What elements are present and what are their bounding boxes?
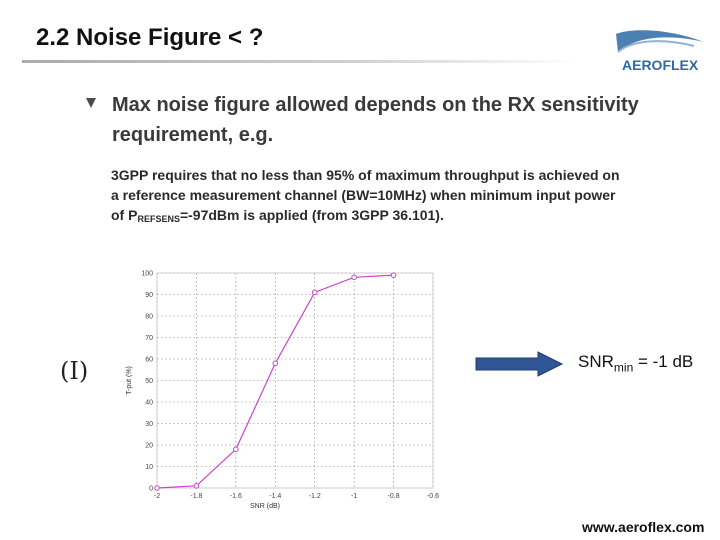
- chart-y-tick-label: 90: [145, 292, 153, 299]
- chart-ticks: -2 -1.8 -1.6 -1.4 -1.2 -1 -0.8 -0.6 0 10 20 30 40 50 6…: [141, 271, 439, 501]
- chart-data-point: [233, 446, 239, 453]
- chart-grid: [156, 272, 434, 489]
- chart-data-point: [351, 274, 357, 281]
- chart-y-tick-label: 80: [145, 314, 153, 321]
- arrow-shape: [475, 351, 564, 377]
- bullet-text: Max noise figure allowed depends on the …: [112, 94, 639, 146]
- chart-x-tick-label: -1.2: [309, 493, 321, 500]
- chart-y-tick-label: 20: [145, 443, 153, 450]
- body-paragraph: 3GPP requires that no less than 95% of m…: [111, 165, 631, 229]
- chart-data-point: [311, 289, 318, 296]
- logo-swoosh-inner: [617, 40, 695, 53]
- chart-x-axis-label: SNR (dB): [250, 503, 280, 510]
- right-arrow-icon: [475, 351, 564, 377]
- chart-x-tick-label: -2: [154, 493, 160, 500]
- throughput-chart: -2 -1.8 -1.6 -1.4 -1.2 -1 -0.8 -0.6 0 10 20 30 40 50 6…: [126, 271, 439, 511]
- logo-swoosh: [616, 30, 704, 52]
- chart-y-axis-label: T-put (%): [126, 366, 133, 395]
- snr-result: SNRmin = -1 dB: [578, 352, 693, 374]
- chart-series: [154, 272, 397, 491]
- chart-x-tick-label: -0.6: [427, 493, 439, 500]
- chart-y-tick-label: 40: [145, 400, 153, 407]
- chart-y-tick-label: 60: [145, 357, 153, 364]
- chart-y-tick-label: 50: [145, 378, 153, 385]
- chart-y-tick-label: 0: [149, 486, 153, 493]
- footer-url[interactable]: www.aeroflex.com: [582, 519, 705, 535]
- chart-x-tick-label: -1.6: [230, 493, 242, 500]
- triangle-bullet-icon: [86, 98, 96, 108]
- logo-text: AEROFLEX: [622, 57, 699, 73]
- title-divider: [22, 60, 582, 63]
- chart-x-tick-label: -1.4: [269, 493, 281, 500]
- chart-x-tick-label: -0.8: [388, 493, 400, 500]
- body-subscript: REFSENS: [137, 214, 180, 224]
- snr-suffix: = -1 dB: [633, 352, 694, 371]
- chart-data-point: [154, 485, 160, 491]
- snr-prefix: SNR: [578, 352, 614, 371]
- body-text-after: =-97dBm is applied (from 3GPP 36.101).: [179, 207, 444, 223]
- chart-y-tick-label: 70: [145, 335, 153, 342]
- chart-y-tick-label: 30: [145, 421, 153, 428]
- chart-plot-border: [156, 272, 434, 489]
- aeroflex-logo-icon: AEROFLEX: [616, 30, 704, 73]
- chart-x-tick-label: -1.8: [190, 493, 202, 500]
- slide-title: 2.2 Noise Figure < ?: [36, 24, 264, 51]
- chart-data-point: [272, 360, 279, 367]
- body-text-before: 3GPP requires that no less than 95% of m…: [111, 167, 620, 223]
- snr-subscript: min: [613, 360, 634, 375]
- chart-x-tick-label: -1: [351, 493, 357, 500]
- chart-y-tick-label: 100: [141, 271, 153, 278]
- chart-data-point: [193, 483, 200, 489]
- equation-label: (I): [60, 357, 89, 385]
- chart-y-tick-label: 10: [145, 464, 153, 471]
- chart-data-point: [390, 272, 397, 278]
